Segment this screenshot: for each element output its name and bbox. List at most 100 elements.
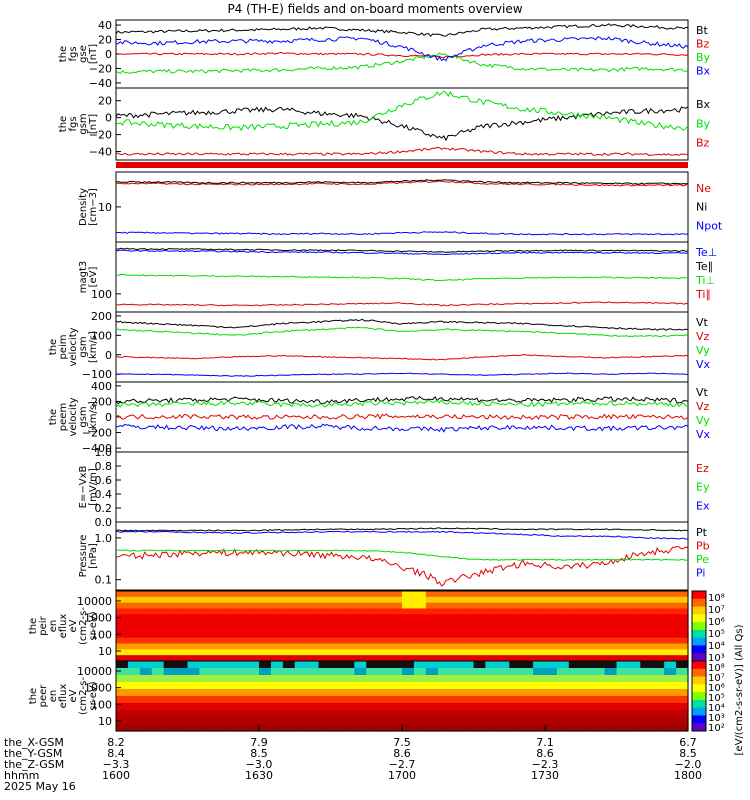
spectrogram-cell [545,649,558,656]
spectrogram-cell [461,626,475,633]
colorbar-cell [692,653,706,662]
spectrogram-cell [259,696,272,704]
plot-title: P4 (TH-E) fields and on-board moments ov… [227,2,523,16]
legend-label: Vx [696,428,711,441]
spectrogram-cell [211,668,224,676]
spectrogram-cell [294,649,308,656]
spectrogram-cell [556,717,570,725]
spectrogram-cell [163,724,177,732]
spectrogram-cell [628,655,641,662]
spectrogram-cell [568,675,582,683]
spectrogram-cell [235,637,248,645]
colorbar-cell [692,637,706,646]
spectrogram-cell [282,675,296,683]
spectrogram-cell [521,608,534,615]
spectrogram-cell [211,596,224,604]
colorbar-tick: 10³ [708,653,725,664]
legend-label: Ne [696,182,711,195]
spectrogram-cell [294,717,308,725]
colorbar-tick: 10⁸ [708,663,725,674]
spectrogram-cell [294,620,308,627]
spectrogram-cell [485,591,498,598]
spectrogram-cell [223,696,236,704]
spectrogram-cell [223,724,236,732]
spectrogram-cell [616,696,630,704]
spectrogram-cell [449,682,463,690]
spectrogram-cell [294,643,308,650]
spectrogram-cell [461,620,475,627]
spectrogram-cell [247,602,260,610]
spectrogram-cell [640,643,653,650]
spectrogram-cell [568,602,582,610]
spectrogram-cell [640,710,653,718]
spectrogram-cell [676,631,689,639]
spectrogram-cell [509,696,522,704]
spectrogram-cell [116,696,129,704]
spectrogram-cell [676,696,689,704]
spectrogram-cell [676,655,689,662]
legend-label: Ti∥ [695,288,711,301]
spectrogram-cell [116,596,129,604]
spectrogram-cell [127,724,141,732]
spectrogram-cell [676,591,689,598]
spectrogram-cell [676,637,689,645]
spectrogram-cell [449,649,463,656]
colorbar-cell [692,606,706,615]
spectrogram-cell [402,649,415,656]
spectrogram-cell [223,631,236,639]
spectrogram-cell [259,614,272,621]
spectrogram-cell [461,614,475,621]
spectrogram-cell [640,655,653,662]
spectrogram-cell [402,643,415,650]
spectrogram-cell [676,724,689,732]
ytick-label: 10000 [77,665,112,678]
spectrogram-cell [497,620,510,627]
spectrogram-cell [247,643,260,650]
spectrogram-cell [664,696,677,704]
xaxis-tick-label: 6.7 [679,736,697,749]
colorbar-tick: 10³ [708,713,725,724]
spectrogram-cell [628,710,641,718]
spectrogram-cell [330,724,344,732]
spectrogram-cell [437,655,451,662]
series-line-density [115,180,689,187]
xaxis-row-label: the_Z-GSM [4,758,64,771]
legend-label: Ti⊥ [695,274,715,287]
spectrogram-cell [318,637,332,645]
spectrogram-cell [151,696,165,704]
ytick-label: 100 [91,628,112,641]
spectrogram-cell [545,689,558,697]
spectrogram-cell [437,661,451,669]
spectrogram-cell [640,602,653,610]
spectrogram-cell [175,661,189,669]
spectrogram-cell [640,689,653,697]
spectrogram-cell [592,717,606,725]
spectrogram-cell [163,614,177,621]
spectrogram-cell [413,631,427,639]
spectrogram-cell [413,643,427,650]
spectrogram-cell [175,643,189,650]
spectrogram-cell [461,631,475,639]
spectrogram-cell [390,631,403,639]
spectrogram-cell [199,703,212,711]
colorbar-cell [692,661,706,670]
spectrogram-cell [628,608,641,615]
spectrogram-cell [449,631,463,639]
ylabel-line: fgs [68,116,79,131]
spectrogram-cell [259,596,272,604]
xaxis-row-label: hhmm [4,769,39,782]
spectrogram-cell [461,724,475,732]
ylabel-line: gsm [78,336,89,357]
spectrogram-cell [330,703,344,711]
spectrogram-cell [628,724,641,732]
spectrogram-cell [425,717,439,725]
spectrogram-cell [330,596,344,604]
spectrogram-cell [485,668,498,676]
spectrogram-cell [223,649,236,656]
spectrogram-cell [652,620,665,627]
spectrogram-cell [235,703,248,711]
spectrogram-cell [354,675,367,683]
spectrogram-cell [342,596,355,604]
spectrogram-cell [580,631,594,639]
spectrogram-cell [187,655,201,662]
